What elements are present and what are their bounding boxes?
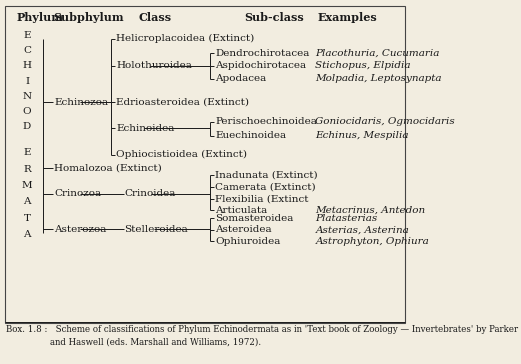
Text: Apodacea: Apodacea xyxy=(215,74,266,83)
Text: Stichopus, Elpidia: Stichopus, Elpidia xyxy=(315,62,411,71)
Text: Articulata: Articulata xyxy=(215,206,267,215)
Text: Aspidochirotacea: Aspidochirotacea xyxy=(215,62,306,71)
Text: E: E xyxy=(23,148,31,157)
Text: Astrophyton, Ophiura: Astrophyton, Ophiura xyxy=(315,237,429,246)
Text: M: M xyxy=(22,181,32,190)
Text: Echinoidea: Echinoidea xyxy=(116,124,175,133)
Text: Asteroidea: Asteroidea xyxy=(215,225,271,234)
Text: O: O xyxy=(23,107,31,116)
Text: Flexibilia (Extinct: Flexibilia (Extinct xyxy=(215,194,308,203)
Text: Echinus, Mespilia: Echinus, Mespilia xyxy=(315,131,409,140)
Text: A: A xyxy=(23,197,31,206)
Text: Helicroplacoidea (Extinct): Helicroplacoidea (Extinct) xyxy=(116,34,254,43)
Text: Phylum: Phylum xyxy=(17,12,64,23)
Text: E: E xyxy=(23,31,31,40)
Text: Box. 1.8 :   Scheme of classifications of Phylum Echinodermata as in 'Text book : Box. 1.8 : Scheme of classifications of … xyxy=(6,325,518,347)
Text: Stelleroidea: Stelleroidea xyxy=(125,225,188,234)
Text: Placothuria, Cucumaria: Placothuria, Cucumaria xyxy=(315,49,440,58)
Text: Goniocidaris, Ogmocidaris: Goniocidaris, Ogmocidaris xyxy=(315,117,455,126)
Text: Ophiocistioidea (Extinct): Ophiocistioidea (Extinct) xyxy=(116,150,247,159)
Text: Platasterias: Platasterias xyxy=(315,214,378,223)
Text: Metacrinus, Antedon: Metacrinus, Antedon xyxy=(315,206,426,215)
Text: Perischoechinoidea: Perischoechinoidea xyxy=(215,117,317,126)
Text: Inadunata (Extinct): Inadunata (Extinct) xyxy=(215,171,318,180)
Text: T: T xyxy=(23,214,31,223)
Text: Crinoidea: Crinoidea xyxy=(125,189,176,198)
Text: Subphylum: Subphylum xyxy=(54,12,124,23)
Text: Crinozoa: Crinozoa xyxy=(54,189,102,198)
Text: Ophiuroidea: Ophiuroidea xyxy=(215,237,280,246)
Text: Dendrochirotacea: Dendrochirotacea xyxy=(215,49,309,58)
Text: Edrioasteroidea (Extinct): Edrioasteroidea (Extinct) xyxy=(116,98,249,107)
Text: Homalozoa (Extinct): Homalozoa (Extinct) xyxy=(54,164,162,173)
Text: I: I xyxy=(25,77,29,86)
Text: Examples: Examples xyxy=(317,12,377,23)
Text: Class: Class xyxy=(139,12,172,23)
FancyBboxPatch shape xyxy=(5,6,405,324)
Text: N: N xyxy=(22,92,32,101)
Text: Molpadia, Leptosynapta: Molpadia, Leptosynapta xyxy=(315,74,442,83)
Text: Camerata (Extinct): Camerata (Extinct) xyxy=(215,183,316,191)
Text: D: D xyxy=(23,122,31,131)
Text: Echinozoa: Echinozoa xyxy=(54,98,108,107)
Text: Sub-class: Sub-class xyxy=(244,12,304,23)
Text: H: H xyxy=(22,62,32,71)
Text: A: A xyxy=(23,230,31,239)
Text: C: C xyxy=(23,46,31,55)
Text: Somasteroidea: Somasteroidea xyxy=(215,214,293,223)
Text: Asterias, Asterina: Asterias, Asterina xyxy=(315,225,409,234)
Text: Holothuroidea: Holothuroidea xyxy=(116,62,192,71)
Text: Asterozoa: Asterozoa xyxy=(54,225,107,234)
Text: Euechinoidea: Euechinoidea xyxy=(215,131,286,140)
Text: R: R xyxy=(23,165,31,174)
